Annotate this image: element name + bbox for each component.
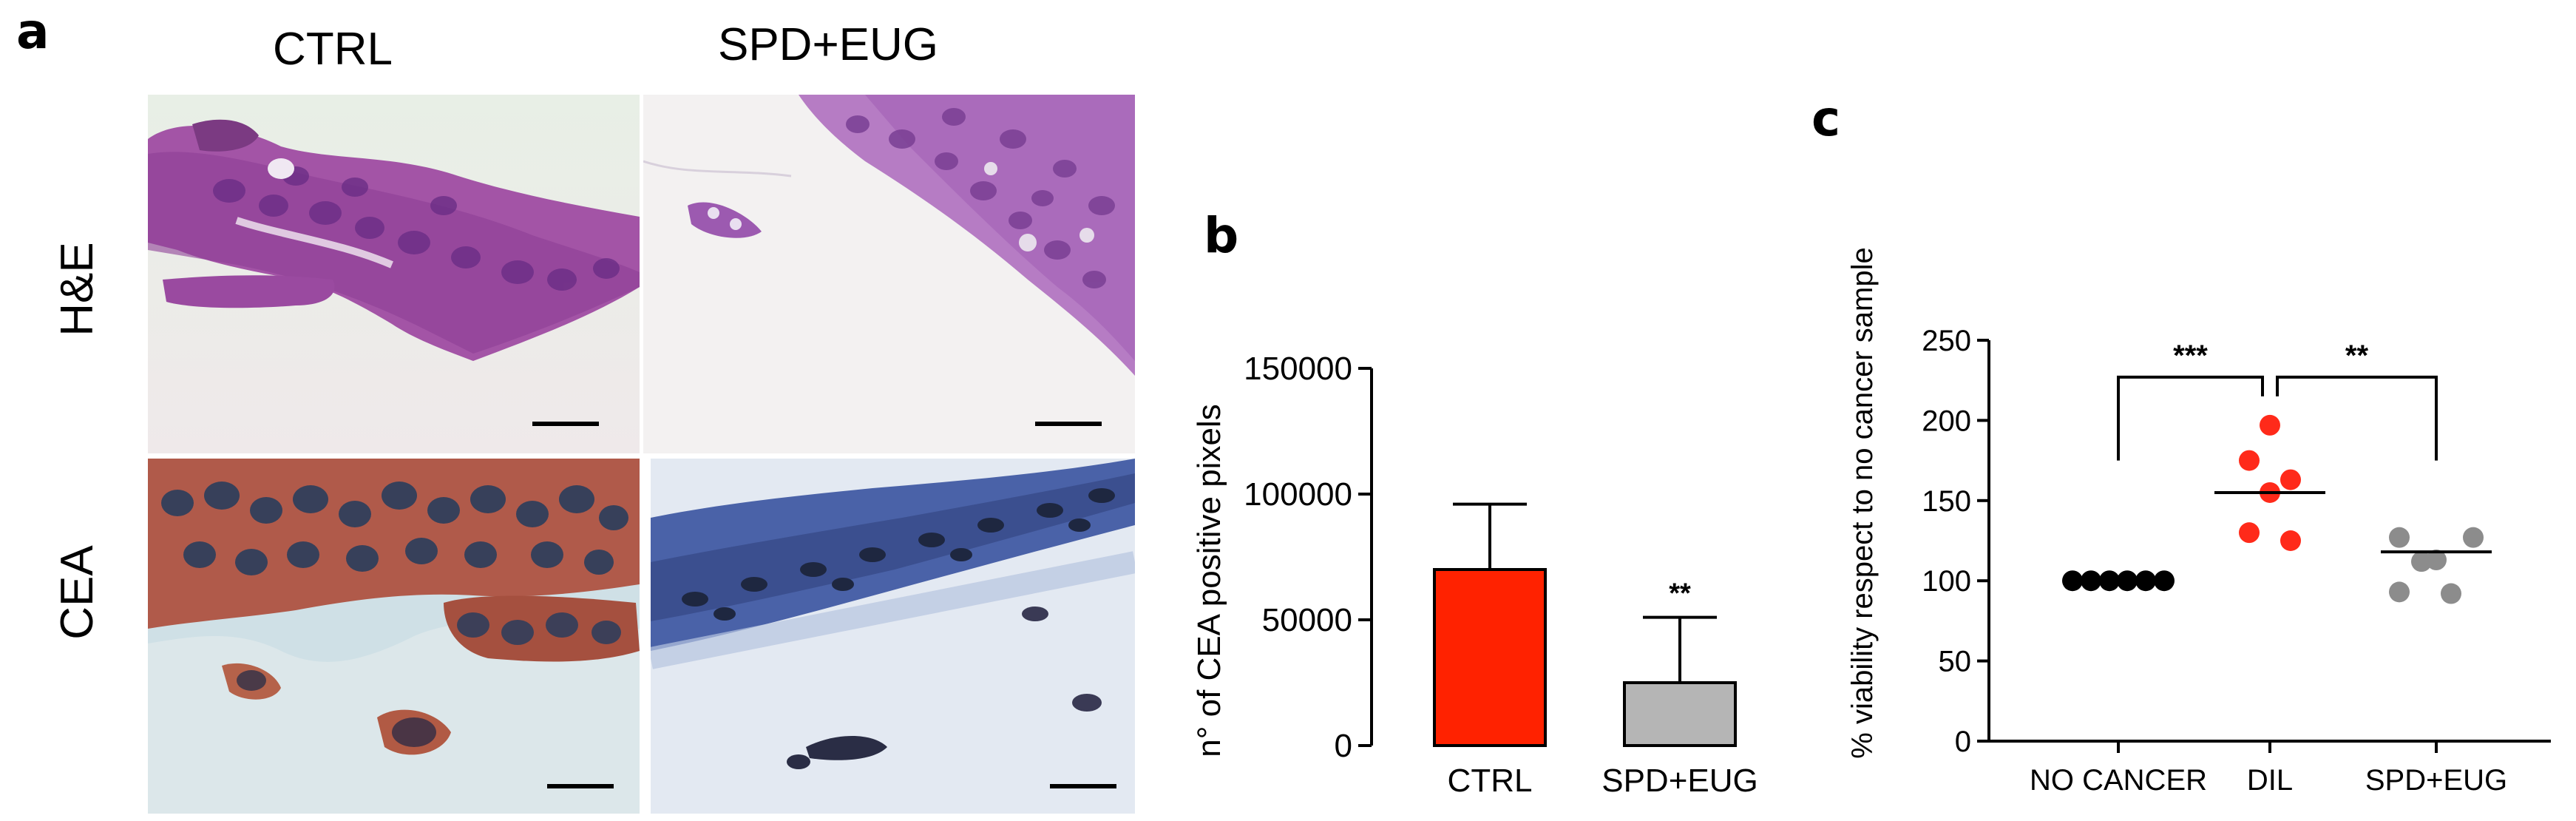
chart-c-ytick-label: 50: [1939, 646, 1972, 678]
column-title-spd-eug: SPD+EUG: [717, 19, 939, 70]
column-title-ctrl: CTRL: [273, 24, 393, 75]
micrograph-he-spd-eug: [643, 95, 1135, 453]
chart-c-point: [2389, 527, 2410, 548]
panel-c-letter: c: [1811, 90, 1841, 147]
chart-c-point: [2239, 522, 2260, 544]
chart-c-ylabel: % viability respect to no cancer sample: [1846, 247, 1879, 758]
chart-c-ytick-label: 150: [1922, 485, 1971, 518]
chart-b-bar: [1623, 681, 1737, 747]
chart-b-xtick-label: SPD+EUG: [1601, 763, 1758, 799]
chart-b-ytick-label: 50000: [1262, 602, 1352, 638]
chart-c-point: [2260, 414, 2280, 436]
chart-c-ytick-label: 100: [1922, 565, 1971, 598]
chart-b: n° of CEA positive pixels 0 50000 100000 15…: [1191, 351, 1758, 799]
chart-c-bracket-label: ***: [2173, 339, 2208, 372]
chart-b-bars: **: [1433, 502, 1737, 747]
chart-b-ytick-label: 150000: [1244, 351, 1352, 387]
chart-c-points: *** **: [2062, 339, 2492, 604]
chart-c-point: [2389, 581, 2410, 603]
panel-a-letter: a: [16, 3, 50, 60]
chart-c: % viability respect to no cancer sample …: [1846, 247, 2551, 797]
micrograph-he-ctrl: [148, 95, 640, 453]
row-label-he: H&E: [52, 242, 103, 337]
chart-c-bracket: [2276, 375, 2438, 461]
chart-b-significance: **: [1669, 578, 1691, 609]
chart-c-point: [2411, 551, 2432, 572]
chart-b-axes: 0 50000 100000 150000 CTRL SPD+EUG: [1244, 351, 1758, 799]
chart-c-ytick-label: 0: [1955, 726, 1971, 758]
micrograph-cea-ctrl: [148, 459, 640, 814]
chart-c-xtick-label: DIL: [2247, 764, 2293, 797]
chart-b-xtick-label: CTRL: [1448, 763, 1533, 799]
chart-b-bar: [1433, 568, 1547, 747]
chart-b-ytick-label: 100000: [1244, 476, 1352, 513]
chart-c-xtick-label: SPD+EUG: [2365, 764, 2507, 797]
chart-c-bracket-label: **: [2345, 339, 2369, 372]
chart-b-ylabel: n° of CEA positive pixels: [1191, 404, 1227, 757]
chart-b-ytick-label: 0: [1335, 728, 1352, 764]
chart-c-point: [2280, 469, 2301, 490]
chart-c-point: [2441, 583, 2461, 604]
row-label-cea: CEA: [52, 545, 103, 640]
chart-c-point: [2463, 527, 2484, 548]
micrograph-cea-spd-eug: [651, 459, 1135, 814]
chart-c-ytick-label: 250: [1922, 325, 1971, 357]
panel-b-letter: b: [1204, 207, 1239, 264]
chart-c-ytick-label: 200: [1922, 405, 1971, 437]
chart-c-point: [2280, 530, 2301, 551]
chart-c-xtick-label: NO CANCER: [2030, 764, 2207, 797]
chart-c-axes: 0 50 100 150 200 250 NO CANCER DIL SPD+EUG: [1922, 325, 2551, 797]
chart-c-point: [2239, 450, 2260, 471]
chart-c-bracket: [2117, 375, 2264, 461]
